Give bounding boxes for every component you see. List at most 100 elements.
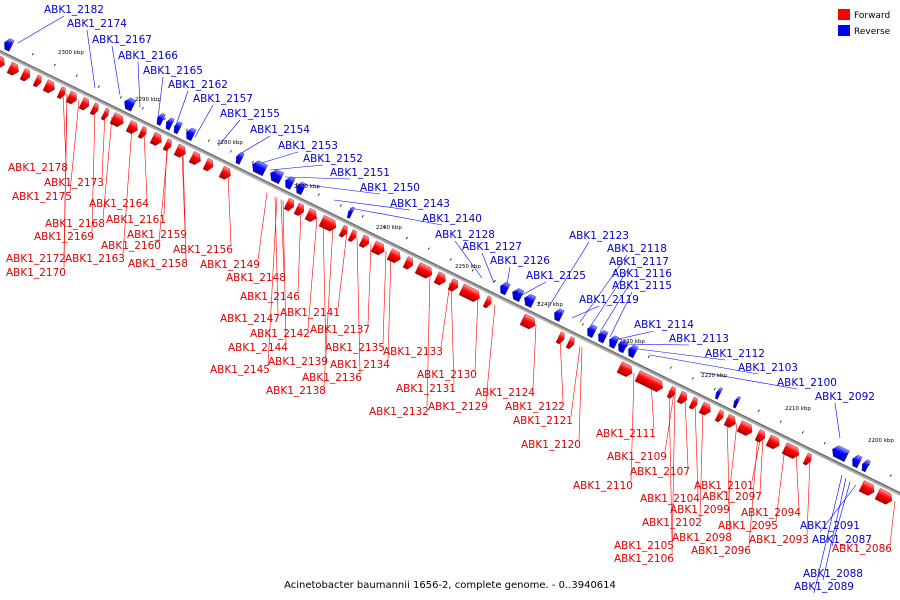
forward-leader-line: [182, 151, 187, 260]
forward-gene-label: ABK1_2134: [330, 359, 390, 371]
forward-gene-label: ABK1_2173: [44, 177, 104, 189]
forward-gene-arrow: [78, 97, 89, 111]
legend-reverse-swatch: [838, 25, 850, 36]
minor-tick: [713, 387, 716, 391]
reverse-leader-line: [454, 240, 483, 279]
forward-leader-line: [699, 406, 704, 519]
forward-gene-label: ABK1_2168: [45, 218, 105, 230]
reverse-gene-label: ABK1_2125: [526, 270, 586, 282]
reverse-gene-arrow: [832, 445, 850, 462]
minor-tick: [449, 258, 452, 261]
genes-layer: [0, 38, 893, 505]
forward-gene-arrow: [338, 224, 348, 238]
forward-gene-arrow: [188, 151, 201, 165]
reverse-leader-line: [599, 279, 633, 333]
forward-gene-label: ABK1_2086: [832, 543, 892, 555]
forward-gene-label: ABK1_2110: [573, 480, 633, 492]
forward-gene-arrow: [32, 74, 42, 88]
reverse-gene-arrow: [165, 117, 175, 131]
minor-tick: [779, 420, 782, 423]
forward-leader-line: [307, 217, 318, 330]
reverse-gene-label: ABK1_2140: [422, 213, 482, 225]
kbp-tick-label: 2210 kbp: [785, 406, 811, 412]
forward-leader-line: [122, 126, 133, 255]
forward-gene-arrow: [125, 120, 138, 134]
forward-gene-label: ABK1_2124: [475, 387, 535, 399]
forward-leader-line: [450, 282, 455, 385]
reverse-gene-arrow: [347, 206, 355, 219]
minor-tick: [735, 398, 738, 402]
forward-gene-arrow: [714, 409, 724, 423]
forward-gene-arrow: [293, 202, 304, 216]
forward-gene-label: ABK1_2101: [694, 480, 754, 492]
reverse-leader-line: [299, 183, 381, 195]
minor-tick: [295, 182, 298, 186]
forward-leader-line: [748, 433, 759, 547]
forward-gene-arrow: [858, 480, 875, 496]
forward-gene-arrow: [100, 107, 110, 121]
reverse-leader-line: [111, 45, 121, 96]
kbp-tick-label: 2280 kbp: [217, 140, 243, 146]
reverse-leader-line: [269, 164, 324, 171]
forward-gene-arrow: [447, 278, 458, 292]
forward-leader-line: [570, 346, 581, 417]
forward-gene-label: ABK1_2141: [280, 307, 340, 319]
forward-gene-label: ABK1_2129: [428, 401, 488, 413]
forward-gene-arrow: [19, 68, 30, 82]
legend-forward-label: Forward: [854, 11, 890, 21]
reverse-leader-line: [481, 252, 495, 284]
reverse-leader-line: [519, 281, 547, 297]
backbone-shadow: [0, 51, 900, 497]
forward-gene-arrow: [162, 138, 172, 152]
reverse-gene-label: ABK1_2151: [330, 167, 390, 179]
genome-caption: Acinetobacter baumannii 1656-2, complete…: [284, 580, 616, 591]
forward-gene-label: ABK1_2158: [128, 258, 188, 270]
reverse-gene-arrow: [524, 294, 537, 308]
forward-gene-arrow: [402, 256, 413, 270]
forward-gene-label: ABK1_2093: [749, 534, 809, 546]
forward-gene-label: ABK1_2172: [6, 253, 66, 265]
kbp-ticks-layer: 2300 kbp 2290 kbp 2280 kbp 2270 kbp 2260 kbp…: [9, 42, 894, 477]
forward-gene-arrow: [688, 396, 698, 410]
forward-gene-label: ABK1_2097: [702, 491, 762, 503]
forward-leader-line: [668, 390, 673, 542]
forward-leader-line: [69, 100, 80, 193]
minor-tick: [867, 463, 870, 467]
reverse-gene-label: ABK1_2154: [250, 124, 310, 136]
minor-tick: [823, 441, 826, 445]
reverse-leader-line: [174, 90, 189, 129]
minor-tick: [9, 42, 12, 45]
forward-leader-line: [775, 447, 786, 522]
kbp-tick-label: 2290 kbp: [135, 97, 161, 103]
forward-leader-line: [889, 501, 896, 545]
forward-gene-label: ABK1_2137: [310, 324, 370, 336]
forward-leader-line: [91, 108, 96, 233]
minor-tick: [669, 366, 672, 369]
minor-tick: [317, 193, 320, 196]
reverse-leader-line: [333, 199, 411, 211]
forward-leader-line: [337, 231, 348, 309]
forward-gene-label: ABK1_2146: [240, 291, 300, 303]
forward-leader-line: [474, 296, 479, 371]
forward-leader-line: [630, 372, 635, 482]
forward-gene-label: ABK1_2145: [210, 364, 270, 376]
reverse-gene-label: ABK1_2157: [193, 93, 253, 105]
minor-tick: [889, 474, 892, 477]
minor-tick: [757, 409, 760, 413]
reverse-gene-arrow: [124, 97, 137, 112]
reverse-leader-line: [157, 76, 164, 119]
reverse-gene-arrow: [252, 160, 268, 177]
reverse-leader-line: [613, 330, 655, 341]
kbp-tick-label: 2300 kbp: [58, 50, 84, 56]
forward-gene-label: ABK1_2121: [513, 415, 573, 427]
forward-leader-line: [158, 143, 169, 242]
forward-gene-arrow: [765, 434, 780, 450]
forward-leader-line: [382, 251, 387, 344]
minor-tick: [471, 269, 474, 272]
forward-gene-label: ABK1_2147: [220, 313, 280, 325]
minor-tick: [405, 236, 408, 240]
reverse-gene-label: ABK1_2117: [609, 256, 669, 268]
kbp-tick-label: 2200 kbp: [868, 438, 894, 444]
reverse-gene-arrow: [4, 38, 15, 52]
